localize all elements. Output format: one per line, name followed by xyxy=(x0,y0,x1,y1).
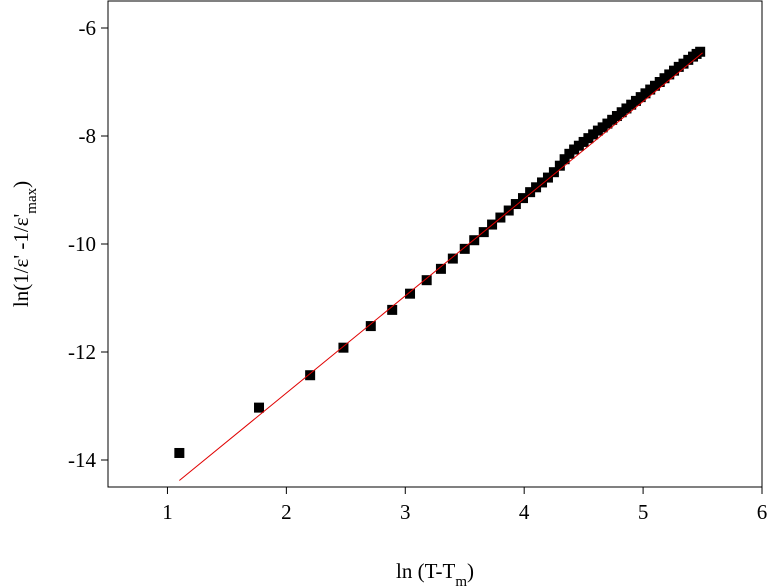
data-point xyxy=(469,235,480,246)
data-point xyxy=(174,447,185,458)
data-point xyxy=(254,402,265,413)
x-tick-label: 4 xyxy=(519,500,530,524)
y-tick-label: -12 xyxy=(68,340,96,364)
data-point xyxy=(421,275,432,286)
x-label-main: ln (T-T xyxy=(396,559,455,583)
data-point xyxy=(365,321,376,332)
data-point xyxy=(542,172,553,183)
data-point xyxy=(459,243,470,254)
x-tick-label: 2 xyxy=(281,500,292,524)
x-label-sub: m xyxy=(455,574,467,588)
data-point xyxy=(305,370,316,381)
y-tick-label: -6 xyxy=(79,16,97,40)
y-label-main: ln(1/ε' -1/ε' xyxy=(9,214,33,307)
data-point xyxy=(387,304,398,315)
y-label-end: ) xyxy=(9,181,33,188)
x-tick-label: 3 xyxy=(400,500,411,524)
data-point xyxy=(517,193,528,204)
x-label-end: ) xyxy=(467,559,474,583)
data-point xyxy=(559,154,570,165)
data-point xyxy=(503,205,514,216)
x-tick-label: 1 xyxy=(162,500,173,524)
data-point xyxy=(548,167,559,178)
fit-line xyxy=(179,52,703,481)
data-point xyxy=(405,288,416,299)
x-tick-label: 6 xyxy=(757,500,768,524)
y-label-sub: max xyxy=(24,187,40,213)
data-point xyxy=(525,187,536,198)
data-point xyxy=(338,342,349,353)
data-point xyxy=(531,182,542,193)
y-tick-label: -14 xyxy=(68,448,96,472)
x-axis-label: ln (T-Tm) xyxy=(396,559,474,588)
y-tick-label: -8 xyxy=(79,124,97,148)
data-point xyxy=(435,263,446,274)
y-tick-label: -10 xyxy=(68,232,96,256)
x-tick-label: 5 xyxy=(638,500,649,524)
data-point xyxy=(510,199,521,210)
data-point xyxy=(447,253,458,264)
data-point xyxy=(695,46,706,57)
data-point xyxy=(537,177,548,188)
y-axis-label: ln(1/ε' -1/ε'max) xyxy=(9,181,40,307)
data-point xyxy=(554,160,565,171)
